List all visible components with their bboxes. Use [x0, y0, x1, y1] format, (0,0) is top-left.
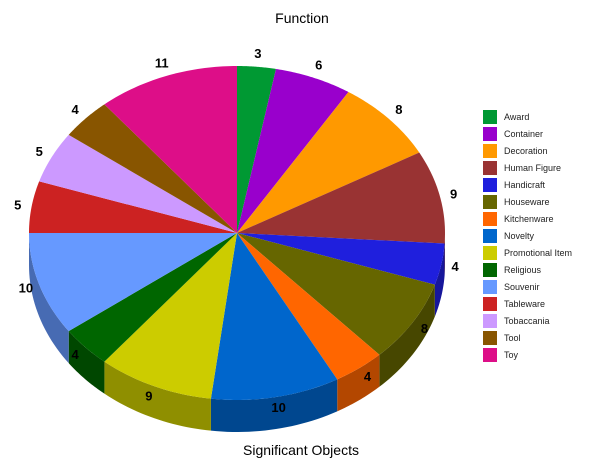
- legend-item: Tool: [483, 329, 572, 346]
- slice-side-novelty: [210, 379, 338, 432]
- legend-swatch: [483, 109, 497, 124]
- legend-item: Tableware: [483, 295, 572, 312]
- slice-kitchenware[interactable]: [237, 233, 380, 380]
- legend-swatch: [483, 279, 497, 294]
- legend-swatch: [483, 347, 497, 362]
- slice-tobaccania[interactable]: [39, 134, 238, 233]
- legend-swatch: [483, 126, 497, 141]
- slice-tool[interactable]: [68, 104, 238, 234]
- legend-item: Promotional Item: [483, 244, 572, 261]
- slice-human-figure[interactable]: [237, 152, 445, 244]
- legend-label: Houseware: [504, 196, 550, 207]
- data-label: 8: [395, 102, 402, 117]
- slice-tableware[interactable]: [29, 181, 237, 233]
- slice-award[interactable]: [237, 66, 276, 233]
- slice-souvenir[interactable]: [29, 233, 237, 332]
- legend-label: Handicraft: [504, 179, 546, 190]
- legend-label: Novelty: [504, 230, 535, 241]
- legend-item: Religious: [483, 261, 572, 278]
- data-label: 6: [315, 58, 322, 73]
- legend-label: Container: [504, 128, 544, 139]
- legend-label: Toy: [504, 349, 519, 360]
- legend-label: Kitchenware: [504, 213, 554, 224]
- legend-item: Souvenir: [483, 278, 572, 295]
- legend-label: Souvenir: [504, 281, 540, 292]
- slice-side-handicraft: [434, 243, 445, 317]
- slice-side-souvenir: [29, 233, 69, 364]
- data-label: 8: [421, 321, 428, 336]
- legend-label: Award: [504, 111, 530, 122]
- x-axis-label: Significant Objects: [243, 442, 359, 458]
- legend-swatch: [483, 194, 497, 209]
- legend-item: Award: [483, 108, 572, 125]
- legend-label: Decoration: [504, 145, 548, 156]
- legend-swatch: [483, 177, 497, 192]
- legend-item: Novelty: [483, 227, 572, 244]
- legend-swatch: [483, 262, 497, 277]
- legend-item: Houseware: [483, 193, 572, 210]
- data-label: 9: [450, 187, 457, 202]
- data-label: 11: [155, 56, 169, 71]
- chart-title: Function: [275, 10, 329, 26]
- slice-promotional-item[interactable]: [104, 233, 238, 399]
- slice-side-promotional-item: [104, 361, 211, 431]
- legend-swatch: [483, 330, 497, 345]
- legend-swatch: [483, 160, 497, 175]
- data-label: 10: [19, 281, 33, 296]
- slice-religious[interactable]: [68, 233, 238, 362]
- legend-item: Human Figure: [483, 159, 572, 176]
- legend-item: Kitchenware: [483, 210, 572, 227]
- legend-swatch: [483, 143, 497, 158]
- data-label: 5: [36, 144, 43, 159]
- legend-label: Tobaccania: [504, 315, 550, 326]
- data-label: 4: [72, 102, 80, 117]
- legend-swatch: [483, 245, 497, 260]
- legend-swatch: [483, 296, 497, 311]
- slice-side-religious: [68, 331, 105, 394]
- legend-label: Tool: [504, 332, 521, 343]
- data-label: 4: [72, 347, 80, 362]
- data-label: 5: [14, 198, 21, 213]
- legend-swatch: [483, 211, 497, 226]
- slice-side-houseware: [379, 284, 435, 387]
- data-label: 4: [451, 259, 459, 274]
- slice-toy[interactable]: [104, 66, 238, 233]
- data-label: 3: [254, 46, 261, 61]
- slice-novelty[interactable]: [210, 233, 338, 400]
- data-label: 9: [145, 388, 152, 403]
- slice-decoration[interactable]: [237, 91, 420, 233]
- slice-side-kitchenware: [337, 354, 380, 412]
- legend-label: Religious: [504, 264, 542, 275]
- legend-item: Handicraft: [483, 176, 572, 193]
- legend-item: Toy: [483, 346, 572, 363]
- data-label: 10: [271, 400, 285, 415]
- legend-label: Human Figure: [504, 162, 562, 173]
- legend-swatch: [483, 313, 497, 328]
- legend: Award Container Decoration Human Figure Hand…: [483, 108, 572, 363]
- slice-handicraft[interactable]: [237, 233, 445, 285]
- slice-container[interactable]: [237, 68, 349, 233]
- legend-label: Tableware: [504, 298, 546, 309]
- slice-houseware[interactable]: [237, 233, 435, 355]
- legend-item: Decoration: [483, 142, 572, 159]
- legend-label: Promotional Item: [504, 247, 573, 258]
- legend-item: Container: [483, 125, 572, 142]
- data-label: 4: [364, 369, 372, 384]
- legend-item: Tobaccania: [483, 312, 572, 329]
- legend-swatch: [483, 228, 497, 243]
